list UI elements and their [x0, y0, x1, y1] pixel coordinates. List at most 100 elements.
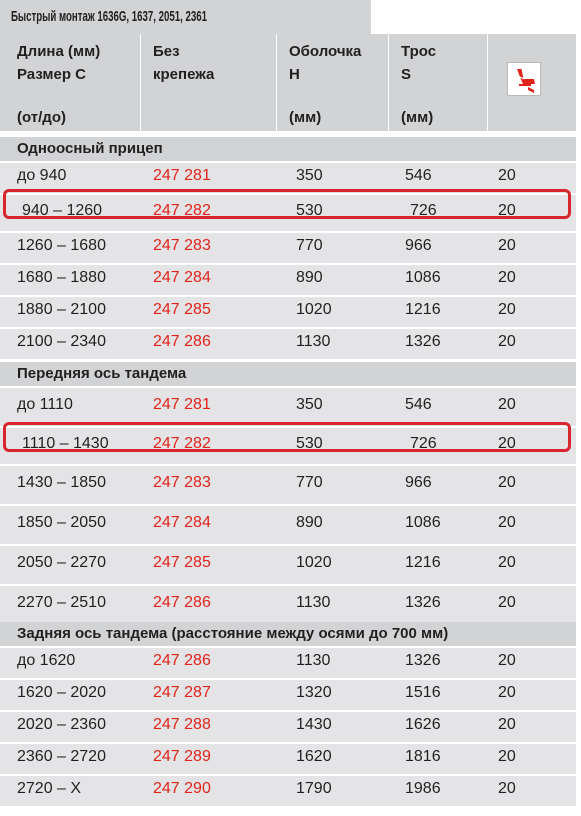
cell-range: 2050 – 2270 — [17, 554, 106, 571]
cell-range: 2270 – 2510 — [17, 594, 106, 611]
header-no-fixing-line2: крепежа — [153, 66, 215, 83]
cell-qty: 20 — [498, 474, 516, 491]
cell-cable: 1326 — [405, 594, 441, 611]
header-length-line1: Длина (мм) — [17, 43, 101, 60]
cell-sheath: 1620 — [296, 748, 332, 765]
cell-sheath: 1790 — [296, 780, 332, 797]
header-cable-line1: Трос — [401, 43, 437, 60]
table-title: Быстрый монтаж 1636G, 1637, 2051, 2361 — [0, 0, 371, 34]
cell-range: 940 – 1260 — [22, 202, 103, 219]
cell-qty: 20 — [498, 301, 516, 318]
cell-cable: 1626 — [405, 716, 441, 733]
cell-range: до 1620 — [17, 652, 76, 669]
table-row: 2270 – 2510 247 286 1130 1326 20 — [0, 586, 576, 624]
highlight-frame — [3, 189, 571, 219]
cell-sheath: 890 — [296, 514, 323, 531]
cell-part: 247 284 — [153, 269, 211, 286]
cell-range: 2100 – 2340 — [17, 333, 106, 350]
cell-qty: 20 — [498, 748, 516, 765]
cell-sheath: 890 — [296, 269, 323, 286]
cell-qty: 20 — [498, 202, 516, 219]
cell-qty: 20 — [498, 594, 516, 611]
cell-range: 1260 – 1680 — [17, 237, 106, 254]
cell-range: 1620 – 2020 — [17, 684, 106, 701]
header-no-fixing: Без крепежа — [153, 34, 275, 131]
cell-qty: 20 — [498, 716, 516, 733]
table-row: до 1110 247 281 350 546 20 — [0, 388, 576, 426]
cell-part: 247 286 — [153, 594, 211, 611]
cell-cable: 966 — [405, 474, 432, 491]
cell-qty: 20 — [498, 780, 516, 797]
table-header: Длина (мм) Размер С (от/до) Без крепежа … — [0, 34, 576, 131]
table-row: 2050 – 2270 247 285 1020 1216 20 — [0, 546, 576, 584]
cell-part: 247 282 — [153, 435, 211, 452]
header-length-line3: (от/до) — [17, 109, 66, 126]
package-quantity-icon — [507, 62, 541, 96]
header-length: Длина (мм) Размер С (от/до) — [17, 34, 140, 131]
cell-part: 247 286 — [153, 652, 211, 669]
cell-range: 1430 – 1850 — [17, 474, 106, 491]
cell-cable: 1216 — [405, 301, 441, 318]
cell-sheath: 1130 — [296, 652, 331, 669]
table-row: 2360 – 2720 247 289 1620 1816 20 — [0, 744, 576, 774]
header-sheath-line3: (мм) — [289, 109, 322, 126]
header-sheath-line1: Оболочка — [289, 43, 362, 60]
cell-sheath: 530 — [296, 202, 323, 219]
cell-qty: 20 — [498, 684, 516, 701]
cell-part: 247 281 — [153, 396, 211, 413]
cell-part: 247 288 — [153, 716, 211, 733]
cell-sheath: 1130 — [296, 594, 331, 611]
cell-range: 1680 – 1880 — [17, 269, 106, 286]
cell-range: 2720 – X — [17, 780, 82, 797]
header-divider — [276, 34, 277, 131]
cell-sheath: 1130 — [296, 333, 331, 350]
table-row: 1430 – 1850 247 283 770 966 20 — [0, 466, 576, 504]
cell-cable: 1516 — [405, 684, 441, 701]
cell-range: 1850 – 2050 — [17, 514, 106, 531]
cell-cable: 546 — [405, 167, 432, 184]
cell-cable: 1326 — [405, 333, 441, 350]
cell-part: 247 285 — [153, 301, 211, 318]
cell-qty: 20 — [498, 435, 516, 452]
table-row: 1260 – 1680 247 283 770 966 20 — [0, 233, 576, 263]
table-row: 2720 – X 247 290 1790 1986 20 — [0, 776, 576, 806]
cell-cable: 1816 — [405, 748, 441, 765]
cell-part: 247 284 — [153, 514, 211, 531]
table-row: 1620 – 2020 247 287 1320 1516 20 — [0, 680, 576, 710]
section-heading: Передняя ось тандема — [0, 362, 576, 386]
cell-cable: 726 — [410, 202, 437, 219]
cell-sheath: 1430 — [296, 716, 332, 733]
table-row: до 1620 247 286 1130 1326 20 — [0, 648, 576, 678]
cell-part: 247 282 — [153, 202, 211, 219]
cell-range: до 940 — [17, 167, 67, 184]
table-row: до 940 247 281 350 546 20 — [0, 163, 576, 193]
cell-sheath: 770 — [296, 237, 323, 254]
cell-part: 247 286 — [153, 333, 211, 350]
table-row: 2020 – 2360 247 288 1430 1626 20 — [0, 712, 576, 742]
cell-sheath: 350 — [296, 396, 323, 413]
table-row: 1880 – 2100 247 285 1020 1216 20 — [0, 297, 576, 327]
cell-range: 2360 – 2720 — [17, 748, 106, 765]
header-sheath: Оболочка H (мм) — [289, 34, 387, 131]
cell-range: 1880 – 2100 — [17, 301, 106, 318]
header-no-fixing-line1: Без — [153, 43, 180, 60]
cell-sheath: 770 — [296, 474, 323, 491]
cell-cable: 546 — [405, 396, 432, 413]
cell-part: 247 281 — [153, 167, 211, 184]
cell-qty: 20 — [498, 652, 516, 669]
cell-sheath: 350 — [296, 167, 323, 184]
cell-qty: 20 — [498, 167, 516, 184]
cell-range: 1110 – 1430 — [22, 435, 109, 452]
cell-cable: 966 — [405, 237, 432, 254]
header-sheath-line2: H — [289, 66, 300, 83]
cell-part: 247 285 — [153, 554, 211, 571]
cell-range: 2020 – 2360 — [17, 716, 106, 733]
cell-part: 247 283 — [153, 237, 211, 254]
table-row: 1110 – 1430 247 282 530 726 20 — [0, 428, 576, 464]
cell-sheath: 1020 — [296, 301, 332, 318]
table-row: 1680 – 1880 247 284 890 1086 20 — [0, 265, 576, 295]
cell-qty: 20 — [498, 237, 516, 254]
cell-cable: 1086 — [405, 514, 441, 531]
section-heading: Задняя ось тандема (расстояние между ося… — [0, 622, 576, 646]
